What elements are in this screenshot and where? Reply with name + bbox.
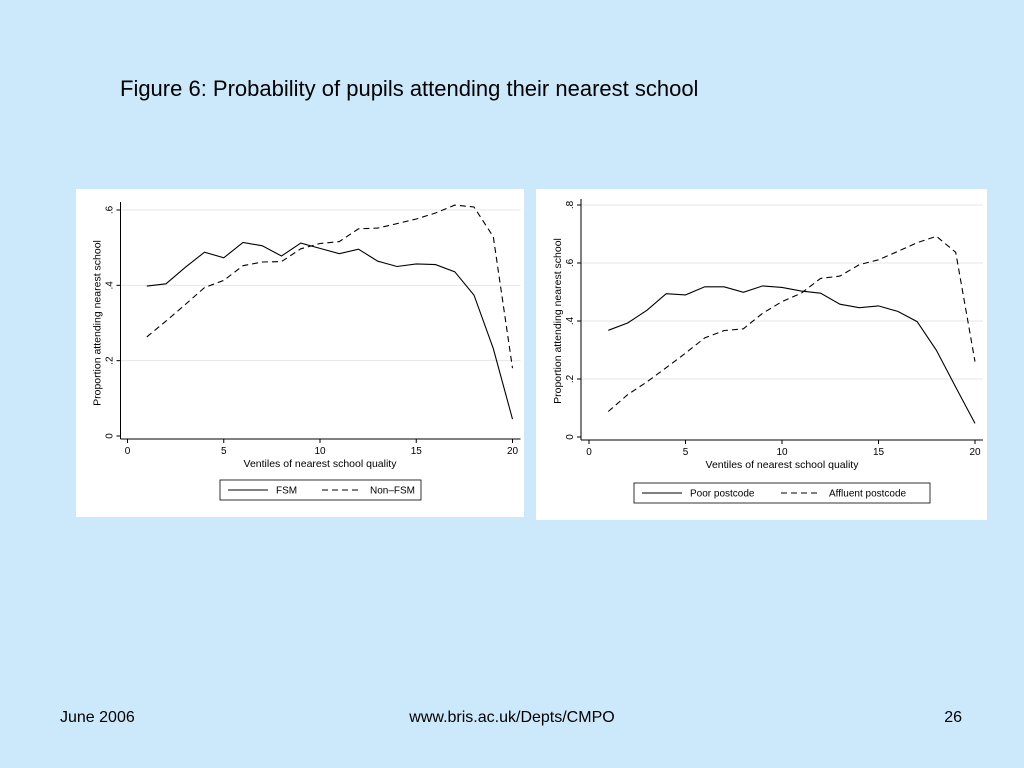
postcode-x-tick-label: 0 xyxy=(586,447,592,458)
footer-date: June 2006 xyxy=(60,709,135,726)
chart-fsm-svg: 0 5 10 15 20 0 .2 .4 .6 Ventiles of nearest schoo… xyxy=(92,202,521,501)
fsm-legend-label-1: FSM xyxy=(276,486,297,497)
postcode-legend-label-2: Affluent postcode xyxy=(829,489,907,500)
fsm-x-axis-label: Ventiles of nearest school quality xyxy=(244,458,398,470)
postcode-x-tick-label: 5 xyxy=(683,447,689,458)
postcode-plot-area xyxy=(581,199,983,440)
chart-postcode-svg: 0 5 10 15 20 0 .2 .4 .6 .8 Ventiles of nearest sch… xyxy=(552,199,983,504)
fsm-x-tick-label: 5 xyxy=(221,446,227,457)
postcode-y-tick-label: 0 xyxy=(565,434,576,440)
slide-title: Figure 6: Probability of pupils attendin… xyxy=(120,76,699,101)
postcode-series-line-1 xyxy=(608,285,976,424)
footer-url: www.bris.ac.uk/Depts/CMPO xyxy=(409,709,615,726)
postcode-legend-label-1: Poor postcode xyxy=(690,489,755,500)
fsm-series-line-2 xyxy=(146,204,514,369)
fsm-y-axis-label: Proportion attending nearest school xyxy=(92,240,104,406)
fsm-plot-area xyxy=(120,202,521,439)
postcode-x-tick-label: 15 xyxy=(873,447,885,458)
chart-postcode: 0 5 10 15 20 0 .2 .4 .6 .8 Ventiles of nearest sch… xyxy=(536,189,987,520)
fsm-legend xyxy=(219,479,422,501)
postcode-x-tick-label: 20 xyxy=(969,447,981,458)
postcode-y-tick-label: .8 xyxy=(565,200,576,209)
fsm-y-tick-label: .6 xyxy=(105,205,116,214)
postcode-y-tick-label: .6 xyxy=(565,258,576,267)
fsm-x-tick-label: 10 xyxy=(314,446,326,457)
fsm-series-line-1 xyxy=(146,241,514,420)
postcode-y-tick-label: .2 xyxy=(565,374,576,383)
fsm-y-tick-label: .4 xyxy=(105,281,116,290)
fsm-y-tick-label: .2 xyxy=(105,356,116,365)
postcode-y-axis-label: Proportion attending nearest school xyxy=(552,238,564,404)
fsm-y-tick-label: 0 xyxy=(105,433,116,439)
postcode-series-line-2 xyxy=(607,235,976,412)
chart-fsm: 0 5 10 15 20 0 .2 .4 .6 Ventiles of nearest schoo… xyxy=(76,189,524,517)
postcode-x-axis-label: Ventiles of nearest school quality xyxy=(706,459,860,471)
fsm-x-tick-label: 15 xyxy=(411,446,423,457)
postcode-y-tick-label: .4 xyxy=(565,316,576,325)
fsm-legend-label-2: Non–FSM xyxy=(370,486,415,497)
fsm-x-tick-label: 20 xyxy=(507,446,519,457)
footer-page-number: 26 xyxy=(944,709,962,726)
postcode-x-tick-label: 10 xyxy=(776,447,788,458)
fsm-x-tick-label: 0 xyxy=(125,446,131,457)
